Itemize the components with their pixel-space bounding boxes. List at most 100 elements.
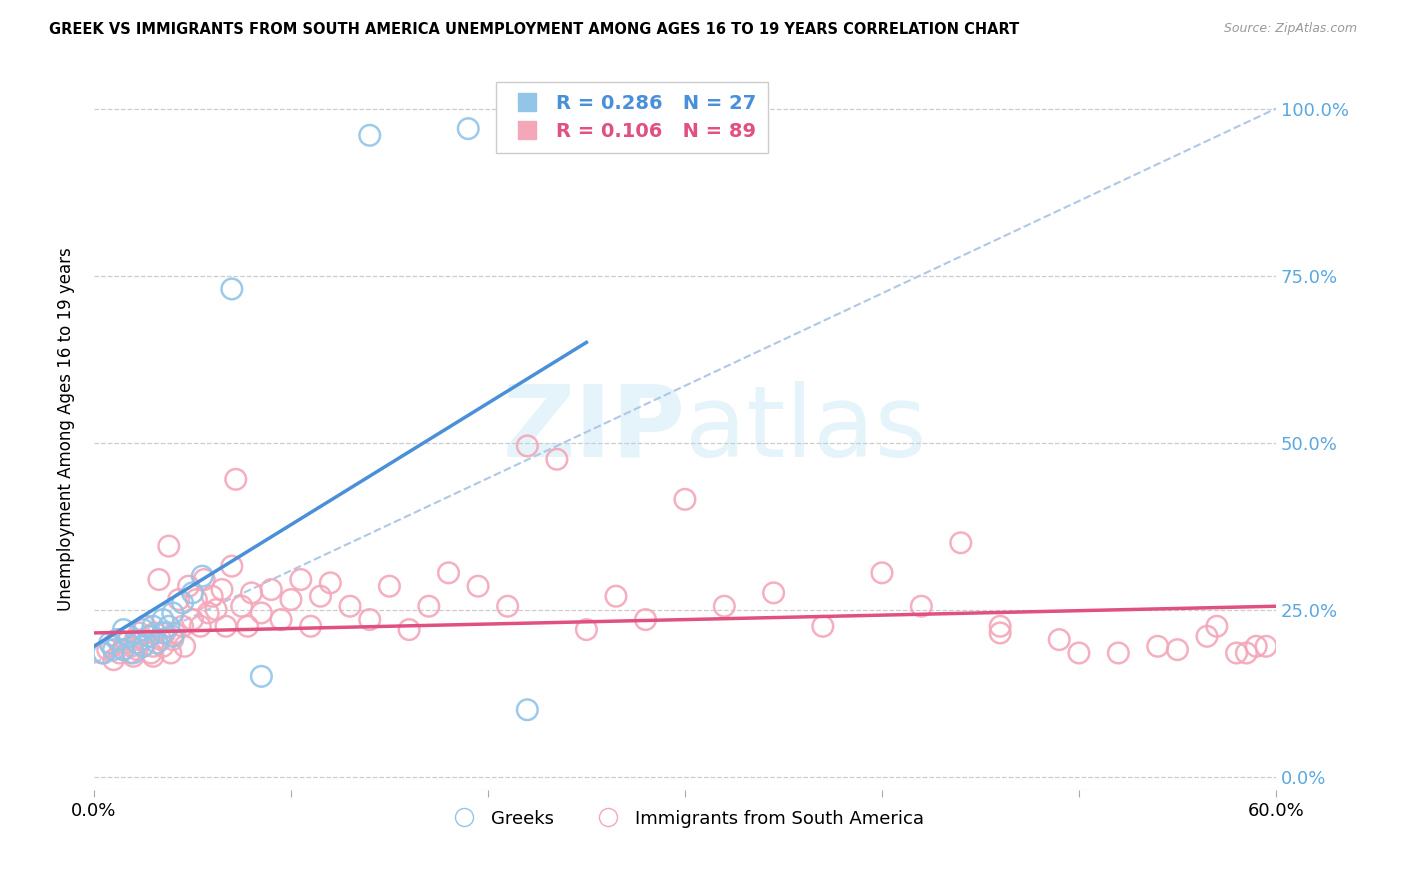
- Text: atlas: atlas: [685, 381, 927, 478]
- Point: [359, 613, 381, 627]
- Y-axis label: Unemployment Among Ages 16 to 19 years: Unemployment Among Ages 16 to 19 years: [58, 247, 75, 611]
- Point: [496, 599, 519, 614]
- Point: [120, 640, 142, 654]
- Point: [132, 640, 155, 654]
- Point: [103, 653, 125, 667]
- Point: [949, 535, 972, 549]
- Point: [516, 439, 538, 453]
- Point: [673, 492, 696, 507]
- Point: [181, 586, 204, 600]
- Point: [90, 646, 112, 660]
- Point: [134, 619, 156, 633]
- Point: [143, 626, 166, 640]
- Point: [152, 613, 174, 627]
- Point: [124, 632, 146, 647]
- Point: [299, 619, 322, 633]
- Point: [132, 623, 155, 637]
- Point: [162, 632, 184, 647]
- Point: [988, 626, 1011, 640]
- Point: [910, 599, 932, 614]
- Point: [159, 646, 181, 660]
- Point: [516, 703, 538, 717]
- Point: [191, 569, 214, 583]
- Point: [148, 573, 170, 587]
- Point: [177, 579, 200, 593]
- Point: [240, 586, 263, 600]
- Point: [1256, 640, 1278, 654]
- Point: [1205, 619, 1227, 633]
- Point: [107, 632, 129, 647]
- Point: [1195, 629, 1218, 643]
- Point: [152, 640, 174, 654]
- Point: [112, 642, 135, 657]
- Point: [157, 539, 180, 553]
- Point: [811, 619, 834, 633]
- Point: [128, 626, 150, 640]
- Point: [437, 566, 460, 580]
- Point: [108, 646, 131, 660]
- Point: [1225, 646, 1247, 660]
- Point: [575, 623, 598, 637]
- Point: [250, 606, 273, 620]
- Point: [122, 649, 145, 664]
- Point: [211, 582, 233, 597]
- Point: [107, 632, 129, 647]
- Point: [1166, 642, 1188, 657]
- Point: [186, 592, 208, 607]
- Point: [225, 472, 247, 486]
- Text: Source: ZipAtlas.com: Source: ZipAtlas.com: [1223, 22, 1357, 36]
- Point: [127, 636, 149, 650]
- Point: [97, 642, 120, 657]
- Point: [142, 649, 165, 664]
- Point: [98, 636, 121, 650]
- Point: [142, 619, 165, 633]
- Point: [118, 646, 141, 660]
- Point: [270, 613, 292, 627]
- Point: [457, 121, 479, 136]
- Point: [152, 626, 174, 640]
- Point: [138, 629, 160, 643]
- Point: [205, 602, 228, 616]
- Point: [146, 636, 169, 650]
- Point: [1234, 646, 1257, 660]
- Point: [713, 599, 735, 614]
- Legend: Greeks, Immigrants from South America: Greeks, Immigrants from South America: [439, 803, 931, 835]
- Point: [139, 646, 162, 660]
- Point: [339, 599, 361, 614]
- Point: [1047, 632, 1070, 647]
- Point: [309, 589, 332, 603]
- Point: [197, 606, 219, 620]
- Point: [546, 452, 568, 467]
- Point: [93, 646, 115, 660]
- Point: [193, 573, 215, 587]
- Point: [181, 613, 204, 627]
- Point: [260, 582, 283, 597]
- Point: [142, 640, 165, 654]
- Point: [162, 629, 184, 643]
- Point: [100, 640, 122, 654]
- Point: [1146, 640, 1168, 654]
- Point: [1067, 646, 1090, 660]
- Point: [173, 640, 195, 654]
- Point: [201, 589, 224, 603]
- Point: [188, 619, 211, 633]
- Point: [236, 619, 259, 633]
- Point: [378, 579, 401, 593]
- Point: [153, 626, 176, 640]
- Point: [988, 619, 1011, 633]
- Point: [359, 128, 381, 143]
- Point: [112, 623, 135, 637]
- Point: [103, 642, 125, 657]
- Point: [215, 619, 238, 633]
- Point: [118, 629, 141, 643]
- Point: [122, 646, 145, 660]
- Point: [157, 619, 180, 633]
- Point: [870, 566, 893, 580]
- Point: [418, 599, 440, 614]
- Point: [319, 575, 342, 590]
- Point: [114, 636, 136, 650]
- Point: [1107, 646, 1129, 660]
- Point: [467, 579, 489, 593]
- Point: [221, 559, 243, 574]
- Text: GREEK VS IMMIGRANTS FROM SOUTH AMERICA UNEMPLOYMENT AMONG AGES 16 TO 19 YEARS CO: GREEK VS IMMIGRANTS FROM SOUTH AMERICA U…: [49, 22, 1019, 37]
